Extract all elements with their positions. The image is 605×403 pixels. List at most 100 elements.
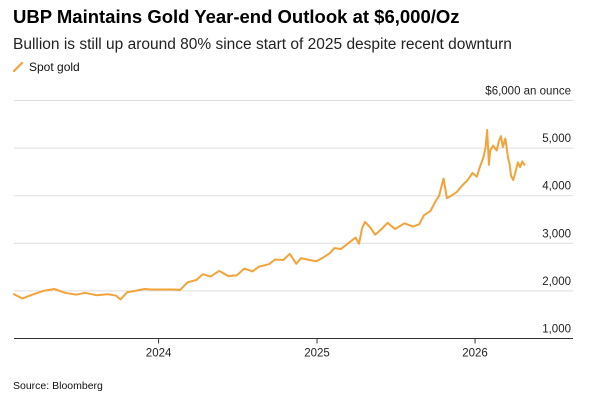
data-point (300, 257, 302, 259)
data-point (381, 228, 383, 230)
data-point (236, 274, 238, 276)
x-tick-label: 2025 (304, 348, 330, 360)
data-point (523, 164, 526, 166)
data-point (295, 263, 297, 265)
data-point (502, 146, 504, 148)
data-point (456, 191, 458, 193)
data-point (482, 157, 484, 159)
data-point (21, 297, 23, 300)
y-tick-label: 5,000 (542, 133, 571, 145)
data-point (274, 258, 276, 261)
data-point (512, 179, 514, 181)
data-point (309, 259, 311, 261)
data-point (84, 292, 86, 294)
data-point (412, 226, 414, 228)
data-point (442, 178, 445, 180)
y-tick-label: 3,000 (542, 228, 571, 240)
data-point (461, 185, 463, 187)
data-point (95, 294, 97, 296)
data-point (515, 170, 517, 172)
data-point (64, 292, 66, 294)
data-point (438, 195, 440, 197)
data-point (364, 221, 366, 223)
data-point (521, 160, 523, 162)
data-point (492, 145, 494, 147)
data-point (467, 179, 469, 181)
data-point (322, 257, 324, 259)
data-point (423, 214, 425, 216)
y-tick-label: 2,000 (542, 276, 571, 288)
data-point (173, 288, 175, 291)
data-point (347, 242, 349, 244)
data-point (355, 237, 357, 239)
data-point (504, 138, 506, 140)
data-point (227, 275, 229, 277)
data-point (450, 195, 452, 197)
y-axis: $6,000 an ounce 1,000 2,000 3,000 4,000 5,000 (485, 86, 571, 336)
legend-swatch-icon (13, 62, 23, 72)
data-point (258, 266, 260, 268)
x-axis: 2024 2025 2026 (14, 338, 573, 360)
series-layer (13, 129, 526, 301)
data-point (471, 172, 474, 174)
data-point (387, 222, 389, 224)
data-point (486, 129, 488, 131)
data-point (106, 293, 109, 295)
data-point (131, 290, 133, 292)
data-point (519, 166, 521, 168)
chart-title: UBP Maintains Gold Year-end Outlook at $… (13, 6, 460, 27)
data-point (488, 164, 490, 166)
grid-lines (14, 100, 573, 339)
legend-label: Spot gold (29, 60, 80, 74)
data-point (510, 175, 512, 177)
data-point (115, 295, 117, 297)
data-point (75, 294, 77, 296)
chart-legend: Spot gold (13, 60, 80, 74)
data-point (187, 281, 189, 283)
data-point (479, 166, 481, 168)
data-point (150, 288, 152, 291)
data-point (126, 291, 128, 293)
data-point (329, 252, 331, 254)
data-point (361, 227, 363, 229)
data-point (289, 253, 291, 255)
y-tick-label: 4,000 (542, 181, 571, 193)
data-point (179, 289, 181, 291)
data-point (429, 210, 432, 212)
data-point (282, 259, 284, 261)
data-point (484, 147, 487, 149)
chart-subtitle: Bullion is still up around 80% since sta… (13, 36, 512, 53)
data-point (251, 270, 254, 272)
data-point (500, 135, 502, 137)
data-point (358, 243, 360, 245)
data-point (195, 279, 197, 281)
data-point (476, 176, 478, 178)
data-point (403, 222, 406, 224)
y-tick-label: 1,000 (542, 324, 571, 336)
data-point (394, 228, 396, 230)
data-point (243, 267, 245, 270)
data-point (218, 270, 220, 272)
series-line-spot-gold (13, 129, 526, 301)
data-point (498, 140, 500, 142)
data-point (333, 247, 335, 249)
data-point (434, 201, 436, 203)
data-point (507, 157, 509, 159)
source-note: Source: Bloomberg (13, 380, 103, 392)
x-tick-label: 2024 (146, 348, 172, 360)
y-tick-label: $6,000 an ounce (485, 86, 571, 98)
data-point (340, 248, 342, 250)
data-point (370, 227, 372, 229)
data-point (202, 273, 204, 275)
data-point (119, 298, 122, 301)
data-point (161, 288, 164, 291)
data-point (517, 161, 519, 163)
data-point (53, 288, 55, 290)
data-point (42, 290, 45, 292)
data-point (496, 149, 498, 152)
data-point (268, 263, 270, 265)
data-point (446, 197, 448, 199)
data-point (374, 234, 376, 236)
data-point (209, 276, 212, 278)
